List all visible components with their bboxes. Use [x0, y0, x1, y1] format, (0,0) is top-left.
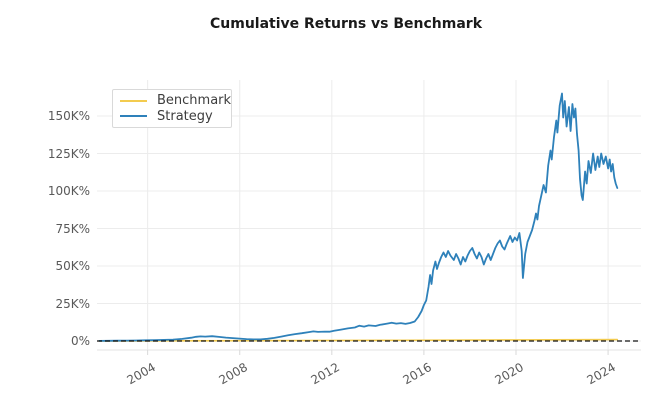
chart-title: Cumulative Returns vs Benchmark [209, 16, 483, 32]
axis-tick-marks [147, 350, 609, 355]
legend-label: Strategy [157, 108, 213, 124]
y-tick-label: 125K% [47, 146, 90, 161]
legend-line-swatch [120, 99, 147, 102]
series-lines [98, 92, 619, 342]
legend: Benchmark Strategy [112, 89, 232, 128]
legend-item-strategy: Strategy [120, 109, 231, 125]
y-tick-label: 50K% [55, 259, 90, 273]
y-tick-label: 0% [70, 334, 90, 348]
legend-item-benchmark: Benchmark [120, 93, 231, 109]
strategy-line-series [98, 92, 619, 342]
y-tick-label: 150K% [47, 109, 90, 123]
y-tick-label: 75K% [55, 221, 90, 236]
y-tick-label: 100K% [47, 184, 90, 198]
legend-label: Benchmark [157, 93, 232, 109]
legend-line-swatch [120, 115, 147, 118]
y-tick-label: 25K% [55, 296, 90, 311]
